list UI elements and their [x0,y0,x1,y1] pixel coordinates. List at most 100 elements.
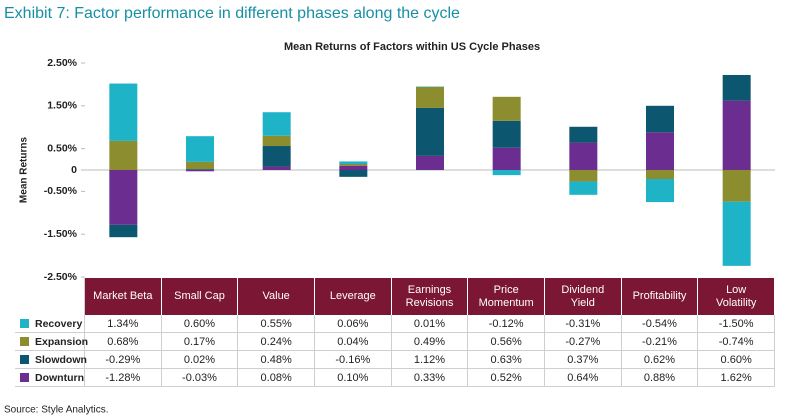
table-cell: 0.33% [391,369,469,387]
table-header: Profitability [621,278,699,315]
bar-segment [186,136,214,162]
bar-segment [722,170,751,202]
table-cell: -0.21% [621,333,699,351]
table-cell: -0.74% [698,333,775,351]
table-cell: 1.62% [698,369,775,387]
table-cell: 0.49% [391,333,469,351]
bar-segment [339,161,368,165]
table-cell: 0.88% [621,369,699,387]
bar-segment [109,83,138,141]
bar-segment [186,170,214,172]
table-cell: 0.62% [621,351,699,369]
legend-swatch [20,355,29,364]
table-cell: 0.55% [238,315,315,333]
table-cell: 0.24% [238,333,315,351]
bar-segment [569,142,598,170]
table-cell: 0.02% [161,351,239,369]
bar-segment [186,169,214,170]
bar-segment [722,100,751,170]
bar-segment [262,112,291,136]
table-header: Price Momentum [468,278,545,315]
table-header: Value [238,278,315,315]
table-cell: 0.68% [85,333,162,351]
bar-segment [492,96,521,121]
y-tick-label: 2.50% [47,57,77,69]
table-cell: 0.37% [545,351,622,369]
y-tick-label: 0.50% [47,142,77,154]
y-tick-label: 1.50% [47,100,77,112]
bar-segment [109,170,138,225]
bar-segment [262,166,291,170]
bar-segment [262,135,291,147]
legend-swatch [20,373,29,382]
bar-segment [722,74,751,101]
table-corner [15,278,85,315]
y-tick-label: -1.50% [44,228,78,240]
y-axis-label: Mean Returns [19,137,30,204]
bar-segment [646,178,674,203]
table-header: Earnings Revisions [391,278,469,315]
legend-swatch [20,337,29,346]
table-cell: 0.04% [315,333,392,351]
bar-segment [109,140,138,170]
table-cell: 0.48% [238,351,315,369]
table-cell: 0.17% [161,333,239,351]
table-cell: -1.28% [85,369,162,387]
bar-segment [569,126,598,143]
bar-segment [339,164,368,166]
chart-title: Mean Returns of Factors within US Cycle … [284,41,540,53]
y-tick-label: 0 [71,164,77,176]
table-cell: 1.12% [391,351,469,369]
legend-swatch [20,319,29,328]
legend-entry: Expansion [15,333,89,351]
table-cell: 0.56% [468,333,545,351]
legend-label: Downturn [35,371,84,384]
table-header: Small Cap [161,278,239,315]
table-cell: 0.64% [545,369,622,387]
table-cell: -0.16% [315,351,392,369]
bar-segment [109,224,138,238]
table-header: Market Beta [85,278,162,315]
table-header: Leverage [315,278,392,315]
table-cell: 0.60% [161,315,239,333]
bar-segment [569,170,598,182]
table-cell: -0.31% [545,315,622,333]
y-tick-label: -2.50% [44,271,78,283]
y-tick-label: -0.50% [44,185,78,197]
table-cell: -0.03% [161,369,239,387]
table-cell: 0.01% [391,315,469,333]
bar-segment [186,161,214,170]
bar-segment [416,155,444,170]
table-cell: 0.52% [468,369,545,387]
bar-segment [646,170,674,179]
bar-segment [646,105,674,133]
table-header: Dividend Yield [545,278,622,315]
bar-segment [416,107,444,156]
legend-label: Expansion [35,335,89,348]
table-cell: -0.12% [468,315,545,333]
source: Source: Style Analytics. [4,405,109,416]
table-cell: 0.60% [698,351,775,369]
page-title: Exhibit 7: Factor performance in differe… [4,5,460,22]
legend-label: Recovery [35,317,83,330]
table-cell: 0.06% [315,315,392,333]
legend-label: Slowdown [35,353,87,366]
table-cell: -0.54% [621,315,699,333]
table-cell: -1.50% [698,315,775,333]
bar-segment [646,132,674,170]
table-cell: 1.34% [85,315,162,333]
bar-segment [492,147,521,170]
bar-segment [339,165,368,170]
bar-segment [416,86,444,108]
legend-entry: Recovery [15,315,85,333]
bar-segment [569,181,598,195]
bar-segment [722,201,751,266]
table-header: Low Volatility [698,278,775,315]
table-cell: -0.29% [85,351,162,369]
bar-segment [339,170,368,177]
table-cell: 0.63% [468,351,545,369]
table-cell: -0.27% [545,333,622,351]
table-cell: 0.08% [238,369,315,387]
